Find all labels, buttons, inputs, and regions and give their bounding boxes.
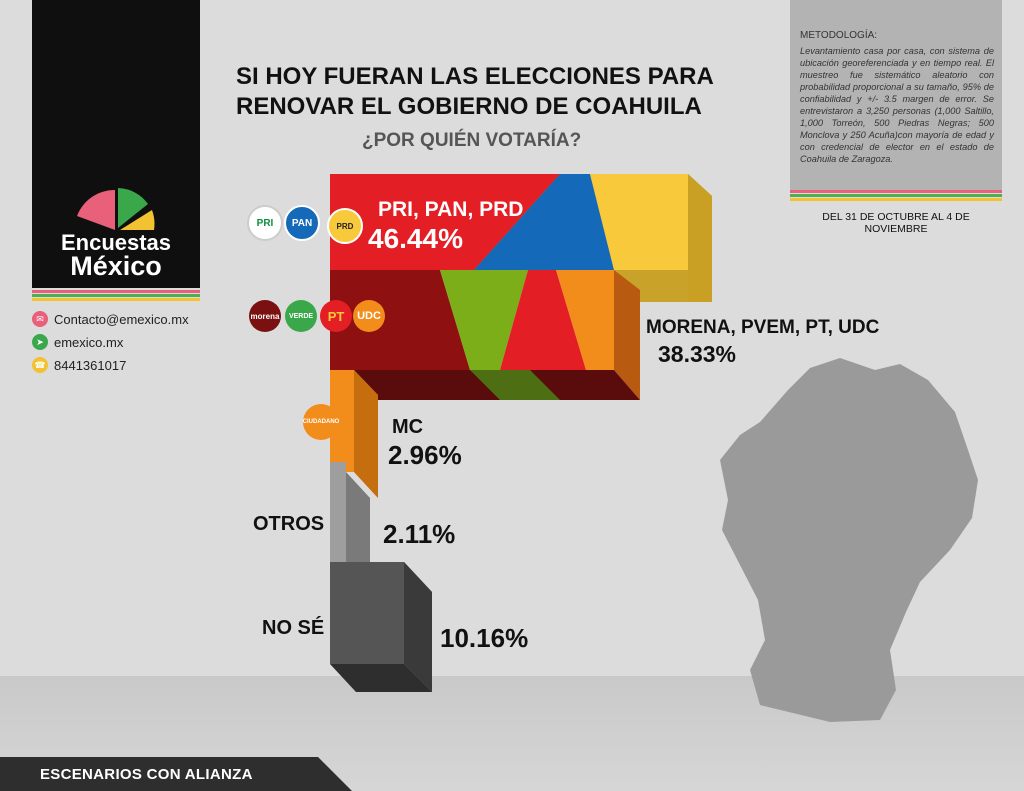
logo-pie-icon <box>77 188 155 230</box>
contact-website[interactable]: ➤ emexico.mx <box>32 334 123 350</box>
method-stripe-green <box>790 194 1002 197</box>
category-label-mc: MC <box>392 416 424 438</box>
method-stripe-pink <box>790 190 1002 193</box>
cursor-icon: ➤ <box>32 334 48 350</box>
methodology-panel <box>790 0 1002 190</box>
methodology-text: Levantamiento casa por casa, con sistema… <box>800 46 994 164</box>
bar-morena-pvem-pt-udc <box>330 270 640 400</box>
contact-phone-text: 8441361017 <box>54 357 127 373</box>
bar-pri-pan-prd <box>330 174 712 302</box>
method-stripe-yellow <box>790 198 1002 201</box>
value-label-no-se: 10.16% <box>440 623 529 653</box>
bar-no-se <box>330 562 432 692</box>
pri-logo-icon: PRI <box>247 205 283 241</box>
morena-logo-icon: morena <box>249 300 281 332</box>
contact-email[interactable]: ✉ Contacto@emexico.mx <box>32 311 189 327</box>
survey-dates: DEL 31 DE OCTUBRE AL 4 DE NOVIEMBRE <box>822 211 970 235</box>
value-label-otros: 2.11% <box>383 519 456 549</box>
category-label-morena: MORENA, PVEM, PT, UDC <box>646 317 880 338</box>
value-label-pri-pan-prd: 46.44% <box>368 223 463 254</box>
value-label-morena: 38.33% <box>658 341 737 367</box>
methodology-heading: METODOLOGÍA: <box>800 30 878 41</box>
coahuila-map-icon <box>720 358 978 722</box>
stripe-yellow <box>32 298 200 301</box>
pan-logo-icon: PAN <box>284 205 320 241</box>
chart-subtitle: ¿POR QUIÉN VOTARÍA? <box>362 130 582 151</box>
stripe-pink <box>32 290 200 293</box>
category-label-no-se: NO SÉ <box>262 617 325 639</box>
logo-panel <box>32 0 200 288</box>
title-line2: RENOVAR EL GOBIERNO DE COAHUILA <box>236 93 702 120</box>
brand-name-line2: México <box>70 251 162 281</box>
footer-banner <box>0 757 352 791</box>
mail-icon: ✉ <box>32 311 48 327</box>
phone-icon: ☎ <box>32 357 48 373</box>
value-label-mc: 2.96% <box>388 440 462 470</box>
prd-logo-icon: PRD <box>327 208 363 244</box>
stripe-green <box>32 294 200 297</box>
title-line1: SI HOY FUERAN LAS ELECCIONES PARA <box>236 63 714 90</box>
pt-logo-icon: PT <box>320 300 352 332</box>
contact-website-text: emexico.mx <box>54 334 124 350</box>
verde-logo-icon: VERDE <box>285 300 317 332</box>
chart-title: SI HOY FUERAN LAS ELECCIONES PARA RENOVA… <box>236 62 776 122</box>
scenario-label: ESCENARIOS CON ALIANZA <box>40 766 253 783</box>
category-label-otros: OTROS <box>253 513 325 535</box>
category-label-pri-pan-prd: PRI, PAN, PRD <box>378 198 524 221</box>
brand-name-line1: Encuestas <box>60 230 172 255</box>
udc-logo-icon: UDC <box>353 300 385 332</box>
contact-email-text: Contacto@emexico.mx <box>54 311 189 327</box>
contact-phone[interactable]: ☎ 8441361017 <box>32 357 126 373</box>
bar-otros <box>330 462 370 566</box>
mc-logo-icon: CIUDADANO <box>303 404 339 440</box>
